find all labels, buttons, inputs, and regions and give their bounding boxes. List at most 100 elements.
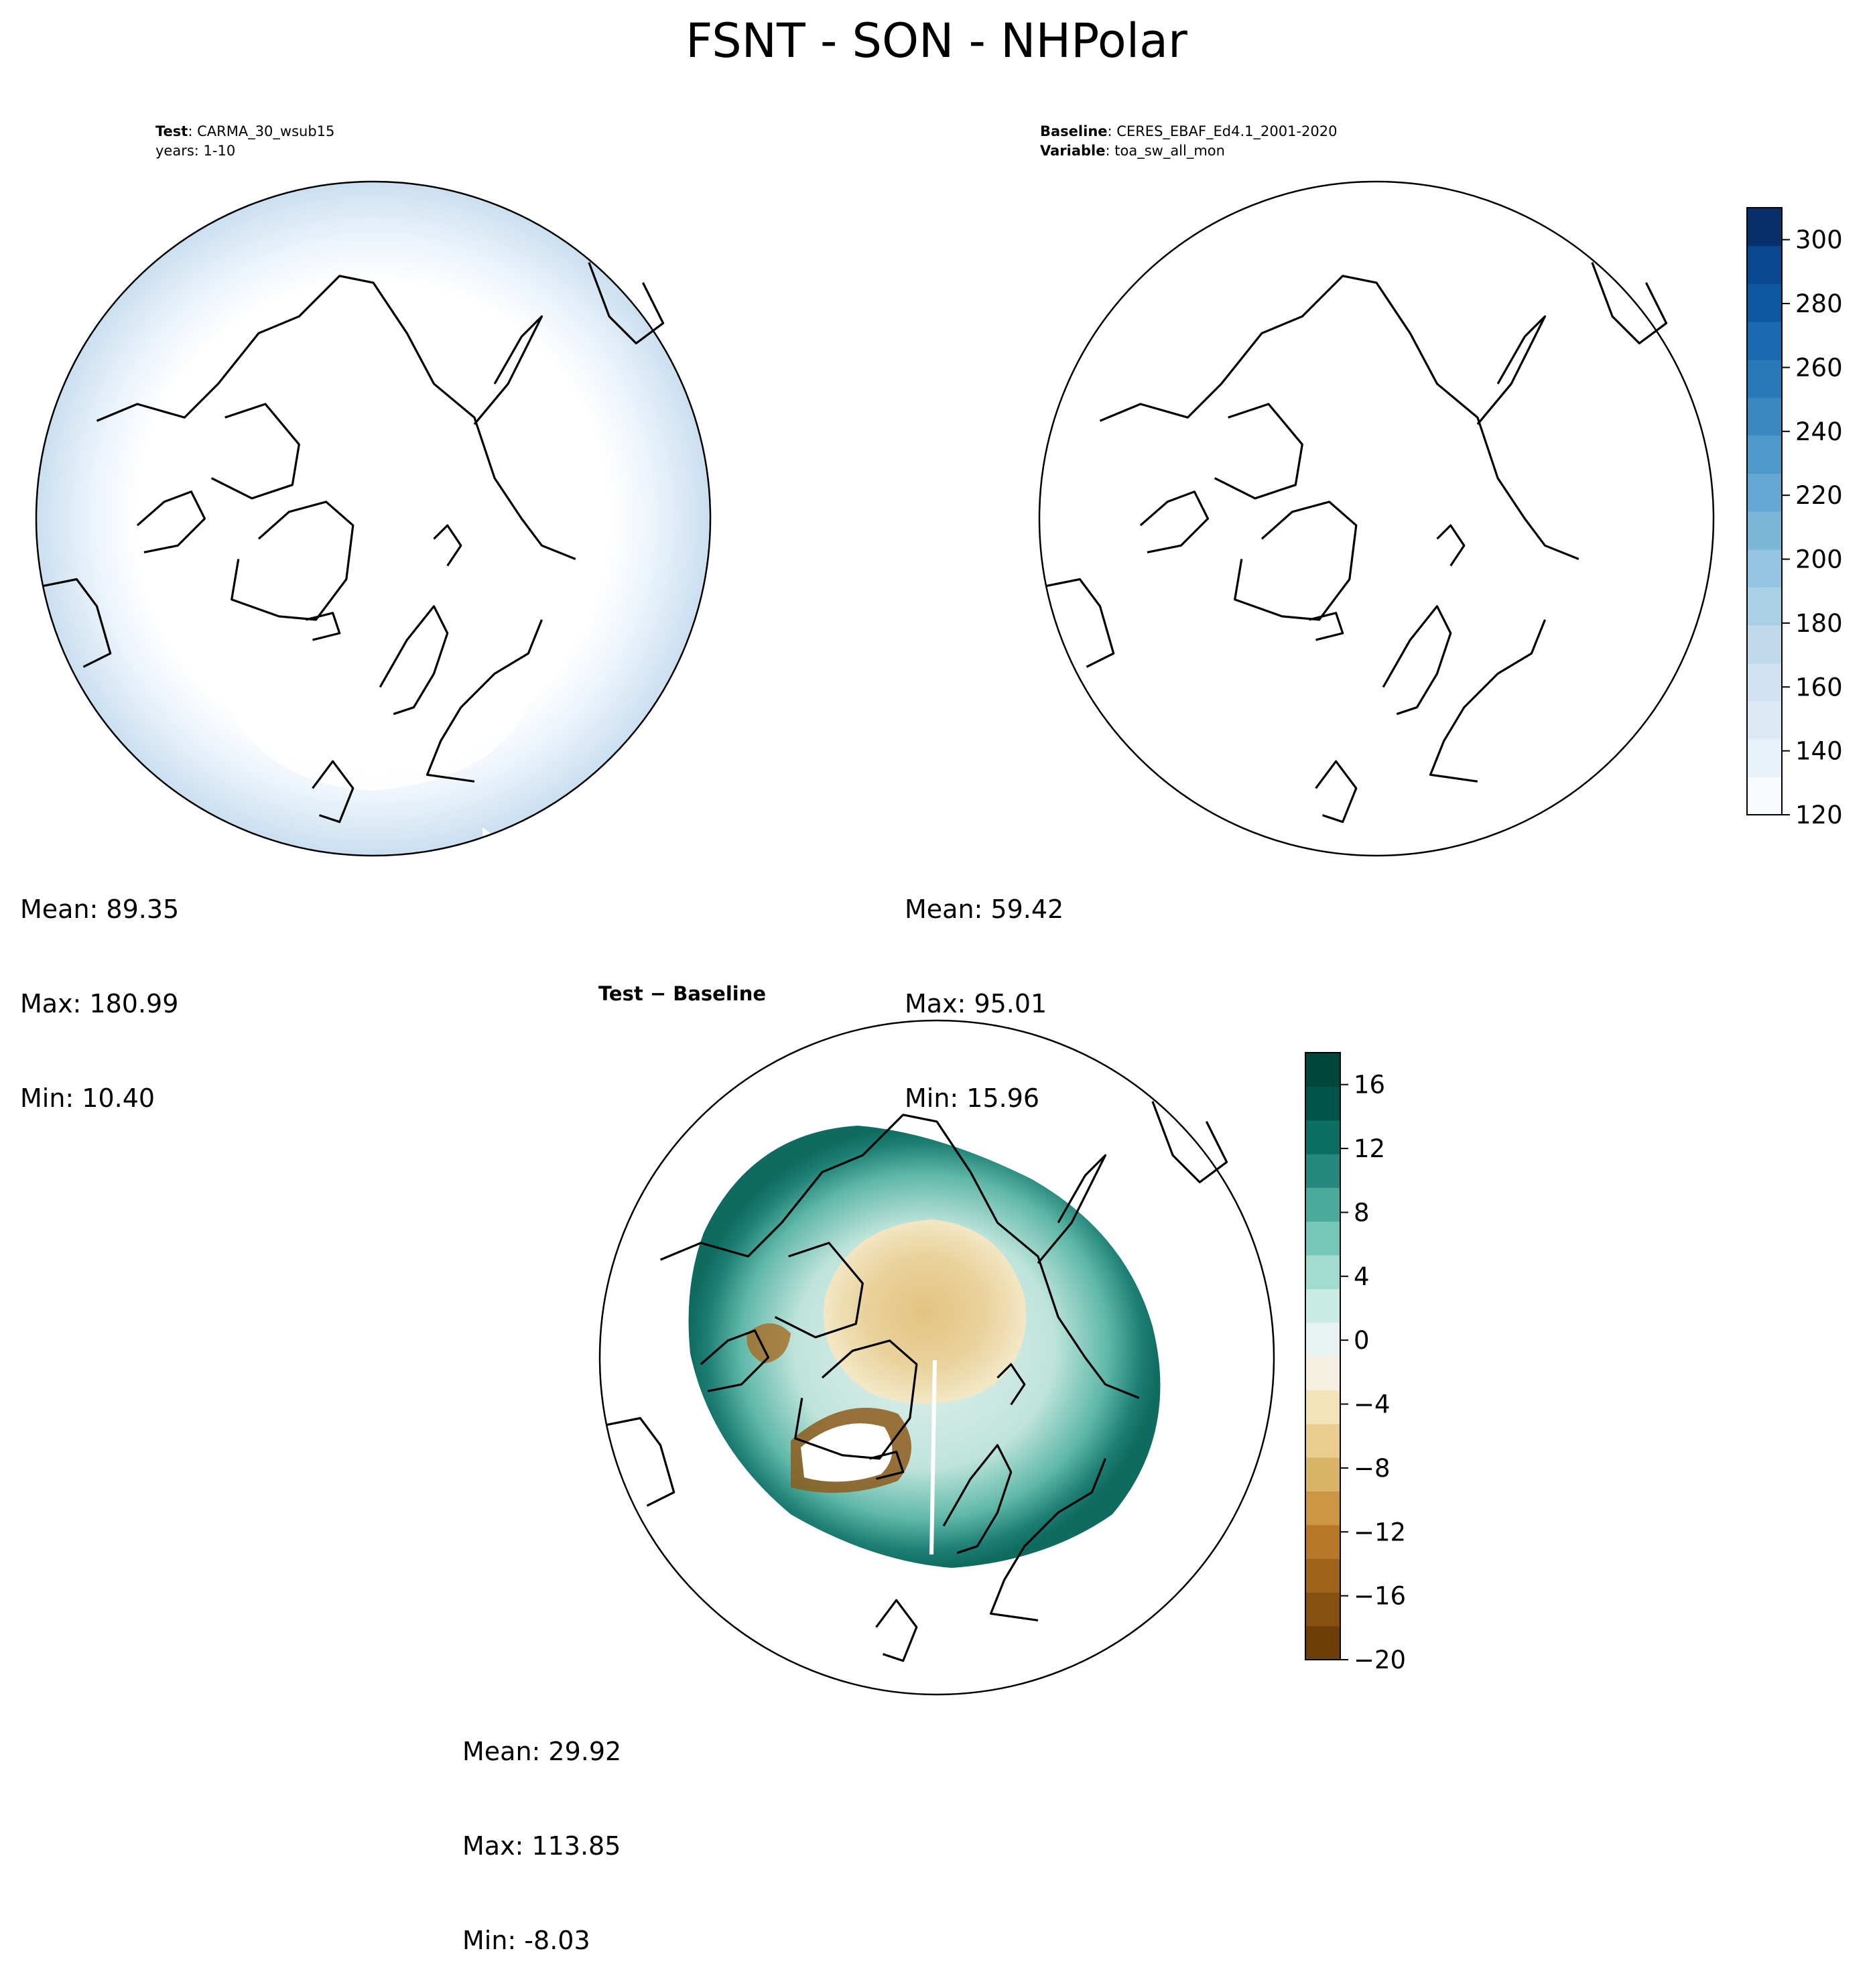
test-mean: Mean: 89.35 [20,894,180,924]
baseline-dataset-name: CERES_EBAF_Ed4.1_2001-2020 [1116,123,1338,139]
coastline [433,524,462,567]
colorbar-segment [1747,283,1782,322]
coastline [774,1242,864,1339]
colorbar-tick-label: 300 [1795,226,1843,255]
difference-stats: Mean: 29.92 Max: 113.85 Min: -8.03 [462,1673,621,1988]
colorbar-segment [1305,1592,1340,1627]
colorbar-segment [1747,245,1782,284]
colorbar-tick-label: 12 [1354,1134,1385,1163]
colorbar-tick-label: 240 [1795,417,1843,446]
coastline [306,612,341,641]
colorbar-segment [1747,587,1782,626]
difference-field-greenland-core [801,1423,893,1482]
colorbar-segment [1305,1356,1340,1390]
coastline [588,262,665,344]
colorbar-segment [1747,511,1782,550]
test-stats: Mean: 89.35 Max: 180.99 Min: 10.40 [20,831,179,1146]
colorbar-segment [1747,359,1782,398]
difference-mean: Mean: 29.92 [462,1737,622,1766]
variable-name: toa_sw_all_mon [1114,143,1225,159]
coastline [659,1114,1140,1399]
coastline [1429,619,1546,783]
difference-colorbar: −20 −16 −12 −8 −4 0 4 8 12 16 [1305,1052,1406,1674]
colorbar-tick-label: 260 [1795,353,1843,382]
coastline [136,490,206,553]
colorbar-segment [1747,321,1782,360]
coastline [996,1363,1026,1406]
colorbar-segment [1305,1120,1340,1154]
colorbar-segment [1305,1626,1340,1660]
colorbar-tick-label: 16 [1354,1071,1385,1100]
variable-label: Variable [1040,143,1106,159]
colorbar-segment [1305,1423,1340,1458]
test-case-name: CARMA_30_wsub15 [197,123,335,139]
difference-max: Max: 113.85 [462,1831,621,1861]
coastline [210,403,300,500]
colorbar-tick-label: −12 [1354,1518,1406,1546]
colorbar-tick-label: −20 [1354,1646,1406,1674]
test-map [35,180,712,857]
test-map-boundary [35,180,712,857]
coastline [942,1444,1013,1554]
test-min: Min: 10.40 [20,1083,155,1113]
difference-min: Min: -8.03 [462,1926,590,1955]
test-field-fill [36,182,710,856]
colorbar-segment [1747,549,1782,588]
colorbar-tick-label: 220 [1795,481,1843,510]
variable-label-colon: : [1105,143,1115,159]
colorbar-tick-label: 180 [1795,609,1843,638]
colorbar-segment [1747,208,1782,247]
coastline [869,1451,905,1480]
shared-colorbar: 120 140 160 180 200 220 240 260 280 300 [1746,207,1843,830]
colorbar-segment [1305,1322,1340,1357]
baseline-stats: Mean: 59.42 Max: 95.01 Min: 15.96 [905,831,1063,1146]
coastline [1139,490,1210,553]
coastline [1382,605,1452,716]
figure-title: FSNT - SON - NHPolar [686,13,1187,68]
colorbar-segment [1305,1288,1340,1323]
colorbar-segment [1747,663,1782,702]
colorbar-tick-label: −4 [1354,1390,1391,1419]
coastline [473,315,543,425]
colorbar-segment [1305,1457,1340,1492]
coastline [794,1339,918,1460]
coastline [1234,501,1358,621]
coastline [1037,1154,1107,1264]
difference-map [598,1019,1275,1696]
baseline-map-boundary [1038,180,1715,857]
baseline-map [1038,180,1715,857]
coastline [42,578,112,668]
colorbar-segment [1305,1187,1340,1222]
coastline [1151,1101,1228,1183]
test-max: Max: 180.99 [20,989,179,1018]
colorbar-segment [1305,1053,1340,1087]
colorbar-tick-label: 0 [1354,1326,1370,1355]
coastline [1476,315,1547,425]
colorbar-tick-label: 160 [1795,673,1843,702]
colorbar-segment [1305,1255,1340,1289]
colorbar-segment [1305,1390,1340,1424]
difference-field-archipelago [747,1323,791,1364]
test-years: years: 1-10 [155,143,236,159]
test-field-center [208,643,536,791]
coastline [96,275,576,560]
colorbar-tick-label: 8 [1354,1198,1370,1227]
coastline [1591,262,1668,344]
colorbar-segment [1747,701,1782,740]
coastline [1214,403,1303,500]
coastline [379,605,449,716]
colorbar-segment [1747,473,1782,512]
colorbar-tick-label: 120 [1795,801,1843,830]
colorbar-tick-label: 280 [1795,289,1843,318]
colorbar-frame [1746,207,1783,815]
colorbar-segment [1305,1559,1340,1593]
baseline-max: Max: 95.01 [905,989,1047,1018]
baseline-field-fill [1039,182,1714,856]
colorbar-segment [1747,435,1782,474]
colorbar-tick-label: 4 [1354,1262,1370,1291]
colorbar-segment [1305,1524,1340,1559]
colorbar-segment [1747,624,1782,664]
baseline-coastlines [1045,262,1668,823]
coastline [231,501,354,621]
